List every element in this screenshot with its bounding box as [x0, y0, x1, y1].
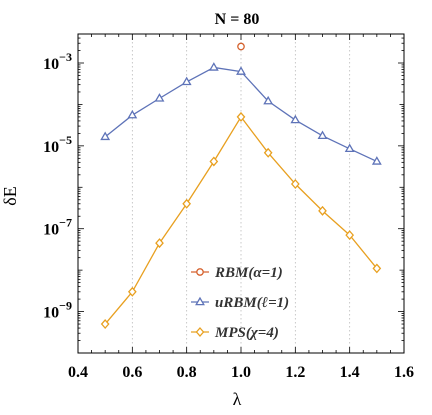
legend-swatch-marker [195, 327, 205, 337]
x-tick-label: 0.8 [177, 364, 197, 381]
legend-swatch-marker [195, 296, 205, 306]
chart-title: N = 80 [215, 11, 260, 28]
data-point [181, 76, 192, 86]
legend-entry: MPS(χ=4) [191, 325, 279, 341]
data-point [209, 156, 219, 167]
data-point [100, 131, 111, 141]
y-tick-label-base: 10 [43, 139, 59, 156]
data-point [127, 109, 138, 119]
series-circle [237, 42, 245, 51]
x-axis-label: λ [233, 389, 242, 409]
data-point [317, 130, 328, 140]
data-point [318, 205, 327, 216]
legend: RBM(α=1) uRBM(ℓ=1) MPS(χ=4) [191, 265, 289, 341]
data-point [263, 147, 273, 158]
y-tick-label: 10−7 [43, 216, 72, 239]
data-point [208, 62, 219, 71]
y-axis-label: δE [0, 186, 20, 205]
x-tick-label: 0.6 [122, 364, 142, 381]
x-tick-label: 1.4 [340, 364, 360, 381]
data-point [372, 263, 382, 274]
data-point [236, 66, 246, 75]
data-point [237, 42, 245, 51]
series-line [104, 115, 378, 325]
y-tick-label-exponent: −5 [59, 133, 72, 147]
y-tick-label: 10−5 [43, 133, 72, 156]
y-tick-label-base: 10 [43, 222, 59, 239]
axis-ticks [77, 33, 405, 354]
y-tick-label-base: 10 [43, 56, 59, 73]
series-layer [100, 42, 382, 330]
x-tick-label: 1.0 [231, 364, 251, 381]
y-tick-label: 10−9 [43, 299, 72, 322]
data-point [155, 238, 164, 249]
y-tick-labels: 10−310−510−710−9 [43, 50, 72, 322]
data-point [100, 319, 110, 330]
data-point [127, 286, 137, 297]
data-point [290, 114, 301, 124]
x-tick-label: 0.4 [68, 364, 88, 381]
y-tick-label-exponent: −3 [59, 50, 72, 64]
data-point [182, 198, 192, 209]
data-point [263, 95, 274, 105]
data-point [345, 230, 355, 241]
legend-label: RBM(α=1) [214, 265, 283, 281]
y-tick-label-exponent: −9 [59, 299, 72, 313]
legend-entry: RBM(α=1) [191, 265, 283, 281]
y-tick-label-base: 10 [43, 305, 59, 322]
x-tick-label: 1.6 [394, 364, 414, 381]
legend-swatch-marker [196, 268, 204, 276]
data-point [290, 179, 300, 189]
data-point [154, 93, 165, 102]
y-tick-label-exponent: −7 [59, 216, 72, 230]
data-point [371, 156, 382, 165]
legend-label: uRBM(ℓ=1) [215, 295, 289, 311]
data-point [236, 111, 246, 122]
x-tick-label: 1.2 [285, 364, 305, 381]
legend-label: MPS(χ=4) [214, 325, 279, 341]
grid [131, 34, 351, 353]
y-tick-label: 10−3 [43, 50, 72, 73]
series-triangle [100, 62, 382, 165]
series-diamond [100, 111, 382, 330]
data-point [344, 143, 355, 153]
x-tick-labels: 0.4 0.6 0.8 1.0 1.2 1.4 1.6 [68, 364, 414, 381]
legend-entry: uRBM(ℓ=1) [191, 295, 289, 311]
